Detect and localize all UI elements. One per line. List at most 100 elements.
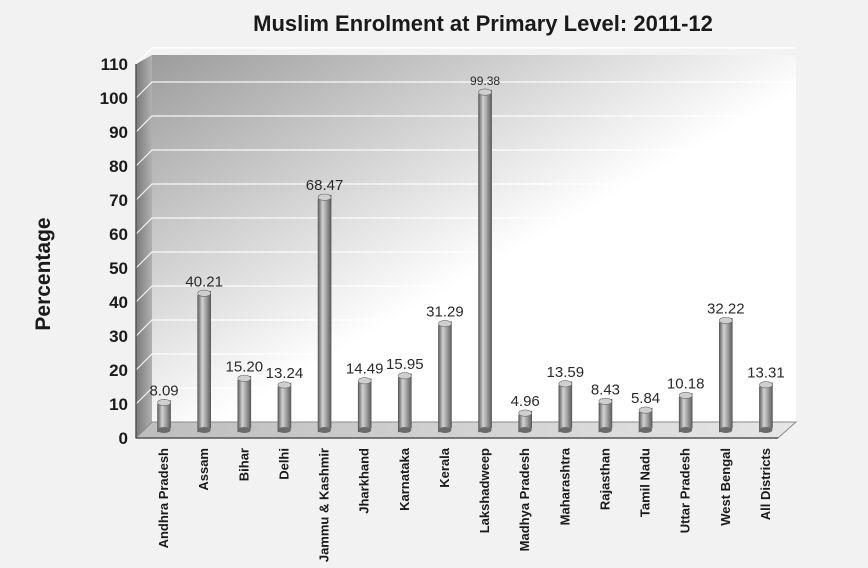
- gridlines: [135, 47, 796, 405]
- bar-body: [197, 290, 211, 433]
- x-tick-label: West Bengal: [718, 448, 733, 526]
- bar-body: [478, 89, 492, 433]
- bar-body: [438, 321, 452, 433]
- x-tick-label: Tamil Nadu: [638, 448, 653, 517]
- value-label: 40.21: [185, 273, 223, 290]
- bar-body: [237, 375, 252, 433]
- bar-base: [157, 427, 171, 433]
- value-label: 32.22: [707, 300, 745, 317]
- value-label: 68.47: [306, 177, 344, 194]
- plot-back-wall: [152, 55, 796, 422]
- value-label: 13.31: [747, 365, 785, 382]
- bar-base: [719, 427, 733, 433]
- chart-title: Muslim Enrolment at Primary Level: 2011-…: [253, 11, 713, 36]
- plot-side-wall: [136, 55, 152, 438]
- y-tick-label: 20: [109, 361, 128, 380]
- x-tick-label: Delhi: [276, 448, 291, 480]
- gridline: [135, 47, 796, 65]
- bar-cap: [759, 381, 773, 389]
- bar-cap: [598, 397, 613, 405]
- value-label: 99.38: [470, 74, 500, 88]
- bar-cap: [478, 88, 492, 96]
- gridline: [135, 81, 796, 99]
- bar-cap: [518, 409, 532, 417]
- y-axis-ticks: 0 10 20 30 40 50 60 70 80 90 100 110: [100, 55, 128, 448]
- bar-cap: [398, 372, 412, 380]
- gridline: [135, 115, 796, 133]
- y-tick-label: 0: [119, 429, 128, 448]
- x-tick-label: Jharkhand: [357, 448, 372, 514]
- x-tick-label: Uttar Pradesh: [678, 448, 693, 533]
- bar-base: [679, 427, 693, 433]
- gridline: [135, 387, 796, 405]
- value-label: 14.49: [346, 361, 384, 378]
- x-tick-label: Lakshadweep: [477, 448, 492, 533]
- y-tick-label: 110: [101, 55, 128, 74]
- bar: [638, 406, 653, 433]
- bar-base: [358, 427, 372, 433]
- bar: [157, 398, 171, 433]
- x-axis-ticks: Andhra Pradesh Assam Bihar Delhi Jammu & Kas…: [156, 447, 773, 562]
- bar: [598, 397, 613, 433]
- value-label: 4.96: [511, 393, 540, 410]
- bar-cap: [678, 391, 693, 399]
- bar: [398, 372, 412, 433]
- bar: [317, 193, 332, 433]
- bar-cap: [638, 406, 653, 414]
- y-tick-label: 30: [109, 327, 128, 346]
- bar-base: [318, 427, 332, 433]
- bar: [357, 377, 372, 433]
- value-label: 15.95: [386, 356, 424, 373]
- value-label: 5.84: [631, 390, 660, 407]
- bar: [438, 320, 452, 433]
- bar-cap: [277, 381, 292, 389]
- bar: [478, 88, 492, 433]
- bar-base: [277, 427, 291, 433]
- bar-base: [558, 427, 572, 433]
- x-tick-label: Kerala: [437, 447, 452, 488]
- bar-cap: [719, 316, 733, 324]
- value-label: 10.18: [667, 375, 705, 392]
- y-tick-label: 90: [109, 123, 128, 142]
- x-tick-label: Maharashtra: [557, 447, 572, 525]
- bar-base: [478, 427, 492, 433]
- bar-base: [759, 427, 773, 433]
- bar: [237, 374, 252, 433]
- x-tick-label: Bihar: [236, 448, 251, 481]
- bar-cap: [157, 398, 171, 406]
- y-tick-label: 10: [109, 395, 128, 414]
- bar-cap: [558, 380, 573, 388]
- x-tick-label: Jammu & Kashmir: [317, 448, 332, 562]
- gridline: [135, 183, 796, 201]
- bar: [719, 316, 733, 433]
- bar: [518, 409, 532, 433]
- bar-cap: [438, 320, 452, 328]
- bar-base: [197, 427, 211, 433]
- bar: [277, 381, 292, 433]
- value-label: 31.29: [426, 304, 464, 321]
- bar-body: [678, 392, 693, 433]
- bar: [678, 391, 693, 433]
- x-tick-label: Rajasthan: [597, 448, 612, 510]
- bar-cap: [197, 289, 211, 297]
- bar: [558, 380, 573, 433]
- x-tick-label: Madhya Pradesh: [517, 448, 532, 551]
- value-labels: 8.09 40.21 15.20 13.24 68.47 14.49 15.95 31.29 9…: [149, 74, 784, 410]
- y-axis-label: Percentage: [32, 217, 55, 330]
- bar-body: [277, 382, 292, 433]
- x-tick-label: Karnataka: [397, 447, 412, 511]
- value-label: 15.20: [226, 358, 264, 375]
- y-tick-label: 100: [100, 89, 128, 108]
- bar-body: [558, 381, 573, 433]
- y-tick-label: 80: [109, 157, 128, 176]
- x-tick-label: Assam: [196, 448, 211, 491]
- bar-cap: [317, 193, 332, 201]
- gridline: [135, 217, 796, 235]
- value-label: 8.09: [149, 382, 178, 399]
- y-tick-label: 60: [109, 225, 128, 244]
- x-tick-label: Andhra Pradesh: [156, 448, 171, 548]
- y-tick-label: 40: [109, 293, 128, 312]
- value-label: 8.43: [591, 381, 620, 398]
